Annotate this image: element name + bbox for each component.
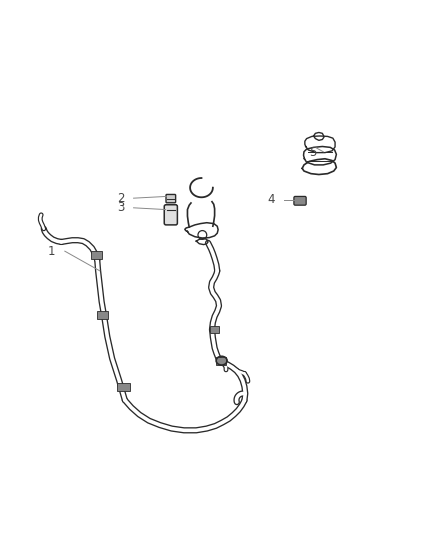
Bar <box>216 358 226 365</box>
Text: 5: 5 <box>310 146 317 159</box>
FancyBboxPatch shape <box>164 205 177 225</box>
Text: 2: 2 <box>117 192 124 205</box>
Bar <box>117 383 130 391</box>
Text: 3: 3 <box>117 201 124 214</box>
Text: 4: 4 <box>268 193 276 206</box>
FancyBboxPatch shape <box>166 195 176 203</box>
Bar <box>91 251 102 259</box>
Text: 1: 1 <box>48 245 56 257</box>
Bar <box>210 326 219 333</box>
FancyBboxPatch shape <box>294 197 306 205</box>
Bar <box>97 311 108 319</box>
